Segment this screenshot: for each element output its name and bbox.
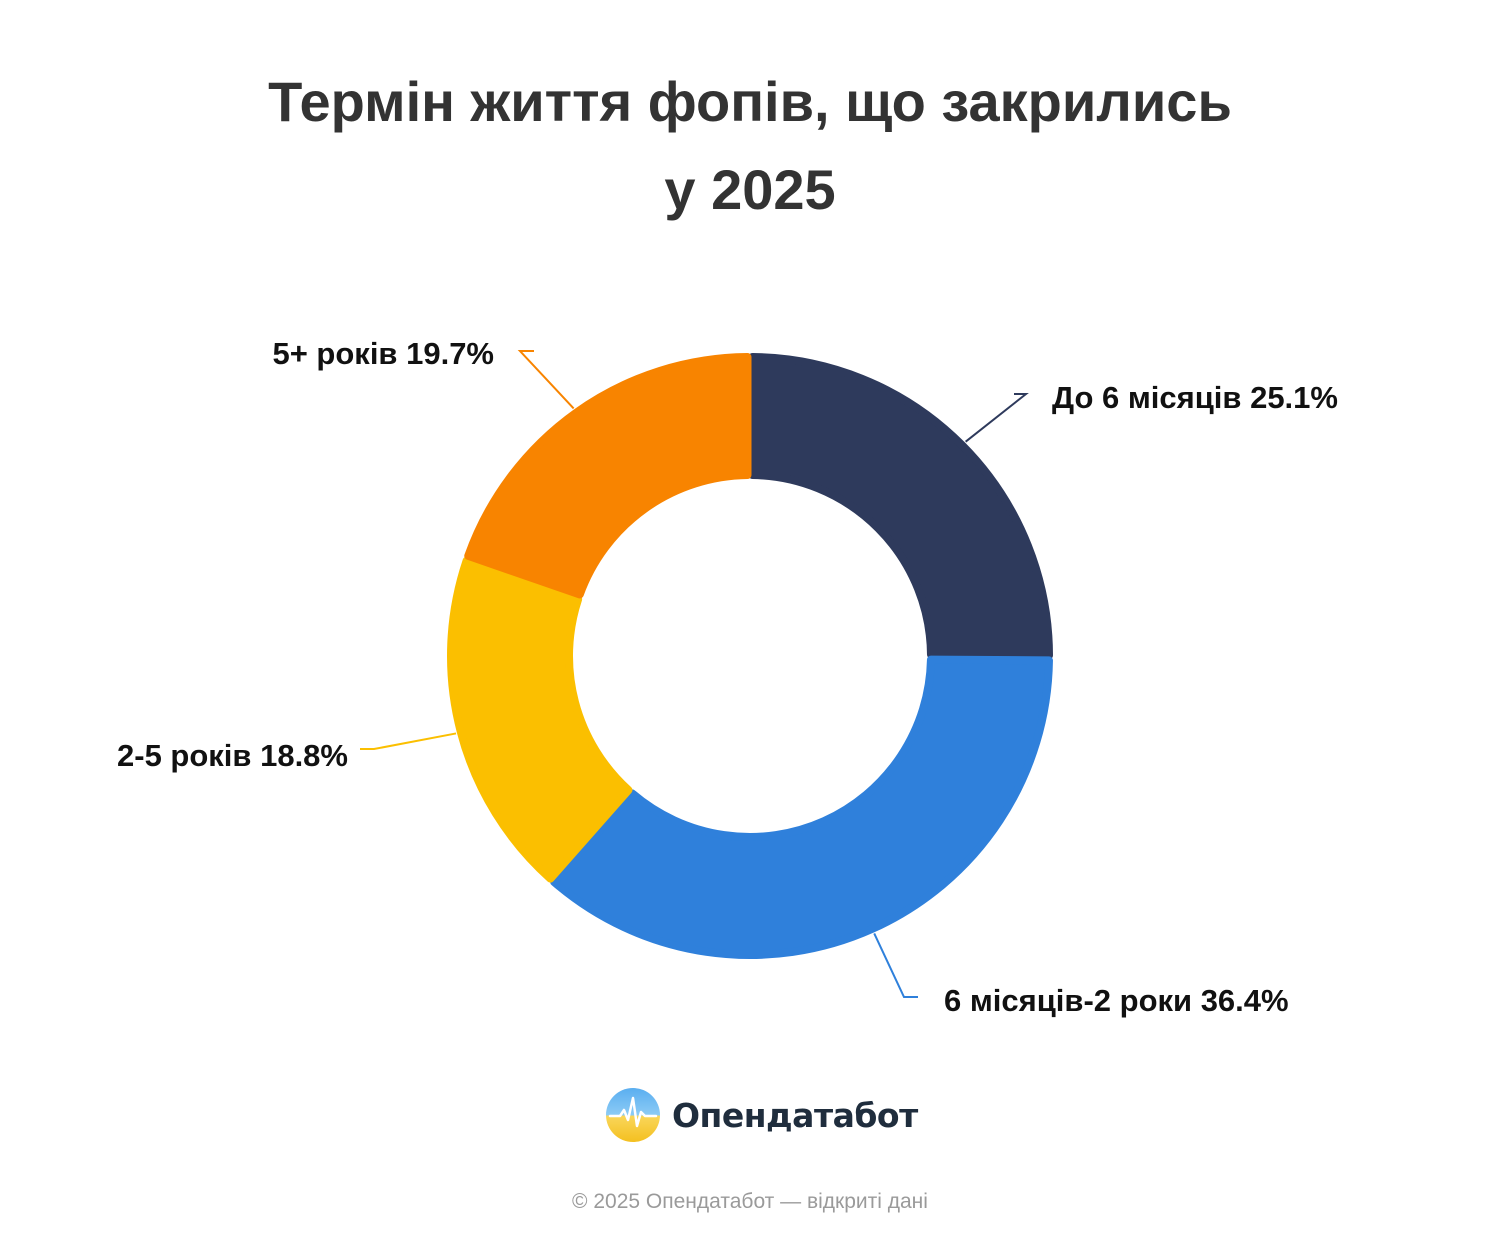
slice-label: 6 місяців-2 роки 36.4% bbox=[944, 983, 1289, 1018]
chart-title-line-1: Термін життя фопів, що закрились bbox=[268, 70, 1232, 133]
slice-label: 2-5 років 18.8% bbox=[117, 738, 348, 773]
donut-slice bbox=[447, 556, 633, 883]
slice-label: До 6 місяців 25.1% bbox=[1052, 380, 1338, 415]
donut-slice bbox=[748, 353, 1053, 660]
leader-line bbox=[965, 393, 1029, 443]
leader-line bbox=[873, 933, 918, 998]
chart-title-line-2: у 2025 bbox=[664, 158, 836, 221]
donut-slices bbox=[447, 353, 1053, 959]
donut-slice bbox=[550, 655, 1053, 959]
leader-line bbox=[517, 350, 575, 410]
leader-lines bbox=[360, 350, 1029, 998]
brand-name: Опендатабот bbox=[672, 1095, 918, 1135]
brand: Опендатабот bbox=[604, 1086, 918, 1144]
footer-copyright: © 2025 Опендатабот — відкриті дані bbox=[572, 1190, 928, 1213]
chart-title: Термін життя фопів, що закрились у 2025 bbox=[0, 58, 1500, 234]
leader-line bbox=[360, 732, 457, 750]
slice-label: 5+ років 19.7% bbox=[272, 336, 494, 371]
slice-labels: До 6 місяців 25.1% 6 місяців-2 роки 36.4%… bbox=[117, 336, 1338, 1018]
opendatabot-logo-icon bbox=[606, 1088, 660, 1142]
donut-slice bbox=[464, 353, 752, 599]
